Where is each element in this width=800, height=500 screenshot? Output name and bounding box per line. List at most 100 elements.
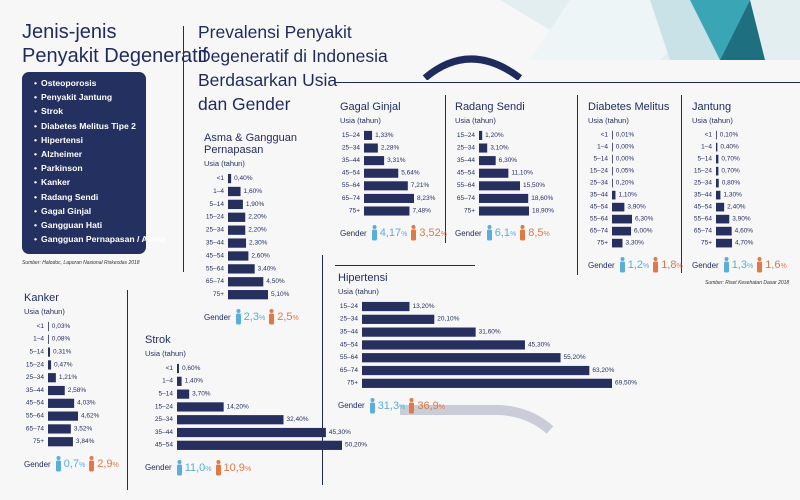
bar-plot: <1 0,10% 1–4 0,40% 5–14 0,70% 15–24 0,70% 25–34 0… [694,130,754,248]
category-label: 75+ [464,207,475,214]
bar [362,340,525,350]
data-label: 2,60% [251,252,270,259]
chart-title: Diabetes Melitus [588,101,670,113]
bar [364,206,410,216]
category-label: 65–74 [340,367,358,374]
decorative-stethoscope-shape [400,405,554,434]
female-value: 8,5% [528,227,550,240]
bar [48,385,65,396]
disease-list-item: Diabetes Melitus Tipe 2 [34,119,146,133]
bar-plot: <1 0,01% 1–4 0,00% 5–14 0,00% 15–24 0,05% 25–34 0… [590,130,654,248]
bar [228,225,246,235]
disease-list: OsteoporosisPenyakit JantungStrokDiabete… [22,76,165,246]
data-label: 8,23% [417,195,436,202]
data-label: 1,21% [59,374,78,381]
bar [479,168,509,178]
age-axis-label: Usia (tahun) [455,116,496,125]
gender-label: Gender [455,228,482,238]
category-label: <1 [166,365,174,372]
data-label: 3,84% [76,438,95,445]
category-label: 65–74 [457,195,475,202]
chart-title-line2: Pernapasan [204,144,264,156]
data-label: 3,31% [387,157,406,164]
bar [716,238,732,248]
bar [362,353,561,363]
female-value: 36,9% [417,399,445,412]
category-label: 55–64 [694,215,712,222]
data-label: 1,10% [618,191,637,198]
disease-list-item: Osteoporosis [34,76,146,90]
gender-row: Gender 31,3% 36,9% [338,397,646,414]
bar [716,166,719,176]
category-label: 65–74 [694,227,712,234]
category-label: 1–4 [33,336,44,343]
category-label: 35–44 [26,387,44,394]
female-value: 1,6% [765,259,787,271]
bar [362,365,590,376]
chart-kanker: Kanker Usia (tahun) <1 0,03% 1–4 0,08% 5–14 0,3… [24,292,119,472]
male-value: 31,3% [377,399,406,412]
bar [612,154,613,164]
gender-label: Gender [588,260,615,270]
category-label: 45–54 [155,442,173,449]
data-label: 0,70% [721,155,740,162]
decorative-background-shapes [422,0,800,80]
category-label: 25–34 [206,227,224,234]
chart-asma: Asma & Gangguan Pernapasan Usia (tahun) <1 0… [204,132,302,325]
data-label: 0,08% [52,336,71,343]
category-label: 75+ [349,207,360,214]
bar [612,226,632,236]
chart-title: Strok [145,334,171,346]
divider-sendi-diabetes [577,95,578,275]
bar [479,130,483,140]
data-label: 31,60% [479,329,501,336]
category-label: 35–44 [155,429,173,436]
category-label: 65–74 [342,195,360,202]
data-label: 0,00% [616,155,635,162]
category-label: 65–74 [206,278,224,285]
bar [364,168,399,178]
gender-label: Gender [338,401,365,411]
category-label: 15–24 [206,214,224,221]
bar [716,226,732,236]
data-label: 2,20% [248,227,267,234]
bar [177,376,182,386]
disease-list-item: Gagal Ginjal [34,204,146,218]
bar [612,166,613,176]
category-label: 1–4 [597,143,608,150]
bar-plot: 15–24 1,33% 25–34 2,28% 35–44 3,31% 45–54 5,64%… [342,130,436,216]
bar [364,181,408,191]
category-label: 5–14 [30,349,45,356]
bar [48,360,52,370]
data-label: 3,30% [625,239,644,246]
category-label: 45–54 [340,341,358,348]
disease-list-item: Radang Sendi [34,190,146,204]
data-label: 0,40% [720,143,739,150]
category-label: 15–24 [155,403,173,410]
gender-row: Gender 4,17% 3,52% [340,225,448,241]
bar [177,440,342,450]
chart-title: Radang Sendi [455,101,525,113]
male-icon [369,397,376,414]
data-label: 2,28% [381,144,400,151]
data-label: 0,05% [616,167,635,174]
female-value: 10,9% [223,461,252,474]
category-label: 55–64 [342,182,360,189]
category-label: 1–4 [162,378,173,385]
age-axis-label: Usia (tahun) [204,159,245,168]
bar [177,363,179,374]
disease-list-item: Gangguan Pernapasan / Asma [34,232,165,246]
bar [228,238,247,248]
bar [479,206,529,216]
data-label: 18,90% [532,207,554,214]
category-label: 25–34 [457,144,475,151]
male-icon [371,225,378,241]
bar [716,130,717,140]
bar-plot: <1 0,03% 1–4 0,08% 5–14 0,31% 15–24 0,47% 25–34 1… [26,321,100,447]
category-label: <1 [601,131,609,138]
category-label: <1 [37,323,45,330]
category-label: 25–34 [590,179,608,186]
chart-title: Kanker [24,292,59,304]
female-icon [519,225,526,241]
category-label: 75+ [213,291,224,298]
